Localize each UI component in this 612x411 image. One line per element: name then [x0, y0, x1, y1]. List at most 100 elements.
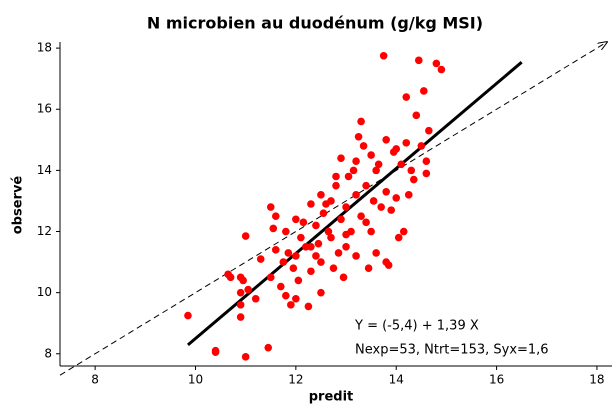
- x-tick-label: 8: [91, 373, 99, 387]
- point: [374, 160, 383, 169]
- point: [322, 200, 330, 208]
- point: [319, 209, 328, 217]
- y-tick-label: 8: [44, 346, 52, 360]
- point: [402, 93, 411, 101]
- point: [352, 252, 360, 260]
- point: [332, 181, 340, 190]
- point: [352, 157, 360, 166]
- point: [357, 212, 365, 221]
- point: [342, 203, 350, 211]
- point: [236, 313, 245, 321]
- point: [337, 215, 345, 224]
- point: [271, 212, 280, 221]
- chart-title: N microbien au duodénum (g/kg MSI): [147, 14, 483, 33]
- point: [357, 117, 365, 126]
- x-tick-label: 10: [188, 373, 203, 387]
- point: [282, 227, 290, 236]
- point: [269, 224, 278, 233]
- point: [271, 246, 280, 254]
- point: [236, 301, 245, 309]
- y-tick-label: 14: [37, 163, 52, 177]
- point: [312, 252, 320, 260]
- y-tick-label: 10: [37, 285, 52, 299]
- point: [397, 160, 406, 169]
- point: [387, 206, 396, 214]
- point: [420, 87, 428, 95]
- regression-line: [186, 61, 523, 347]
- point: [422, 169, 431, 178]
- point: [352, 191, 360, 199]
- point: [354, 132, 363, 141]
- point: [394, 233, 403, 242]
- point: [241, 353, 250, 361]
- point: [344, 172, 353, 181]
- point: [282, 291, 290, 300]
- point: [307, 242, 315, 251]
- point: [425, 126, 433, 135]
- point: [392, 194, 401, 202]
- point: [332, 172, 340, 181]
- point: [367, 227, 375, 236]
- point: [364, 264, 373, 272]
- point: [404, 191, 413, 199]
- x-tick-label: 12: [288, 373, 303, 387]
- annotation: Y = (-5,4) + 1,39 X: [354, 319, 479, 334]
- point: [241, 232, 250, 240]
- point: [292, 215, 300, 224]
- point: [211, 346, 220, 355]
- point: [412, 111, 421, 120]
- point: [342, 230, 350, 239]
- point: [294, 276, 303, 285]
- annotation: Nexp=53, Ntrt=153, Syx=1,6: [355, 343, 549, 358]
- point: [277, 282, 285, 291]
- point: [379, 51, 388, 60]
- point: [317, 191, 325, 199]
- point: [382, 136, 390, 144]
- x-axis-label: predit: [309, 390, 354, 405]
- point: [422, 157, 431, 166]
- point: [372, 249, 380, 257]
- point: [317, 258, 325, 266]
- point: [236, 273, 245, 282]
- x-tick-label: 18: [589, 373, 604, 387]
- point: [304, 302, 313, 311]
- point: [324, 227, 333, 236]
- point: [251, 294, 260, 303]
- point: [307, 200, 315, 208]
- point: [399, 227, 408, 236]
- x-tick-label: 16: [489, 373, 504, 387]
- point: [437, 65, 446, 74]
- point: [314, 239, 323, 248]
- point: [266, 203, 275, 211]
- point: [384, 261, 393, 269]
- point: [266, 273, 275, 282]
- point: [256, 255, 265, 263]
- point: [349, 166, 358, 175]
- point: [377, 203, 385, 211]
- point: [337, 154, 345, 162]
- point: [317, 288, 325, 297]
- point: [415, 56, 423, 65]
- point: [367, 151, 375, 159]
- point: [297, 233, 305, 242]
- point: [307, 267, 315, 276]
- point: [312, 221, 320, 230]
- point: [284, 249, 293, 257]
- x-tick-label: 14: [389, 373, 404, 387]
- point: [392, 145, 401, 153]
- point: [327, 233, 335, 242]
- point: [292, 294, 300, 303]
- y-axis-label: observé: [11, 176, 26, 235]
- point: [359, 142, 368, 150]
- point: [372, 166, 380, 175]
- point: [329, 264, 338, 272]
- identity-line: [59, 42, 607, 376]
- point: [407, 166, 416, 175]
- point: [299, 218, 308, 227]
- point: [432, 59, 441, 68]
- point: [382, 187, 390, 196]
- point: [362, 218, 370, 227]
- y-tick-label: 12: [37, 224, 52, 238]
- point: [409, 175, 418, 184]
- y-tick-label: 16: [37, 102, 52, 116]
